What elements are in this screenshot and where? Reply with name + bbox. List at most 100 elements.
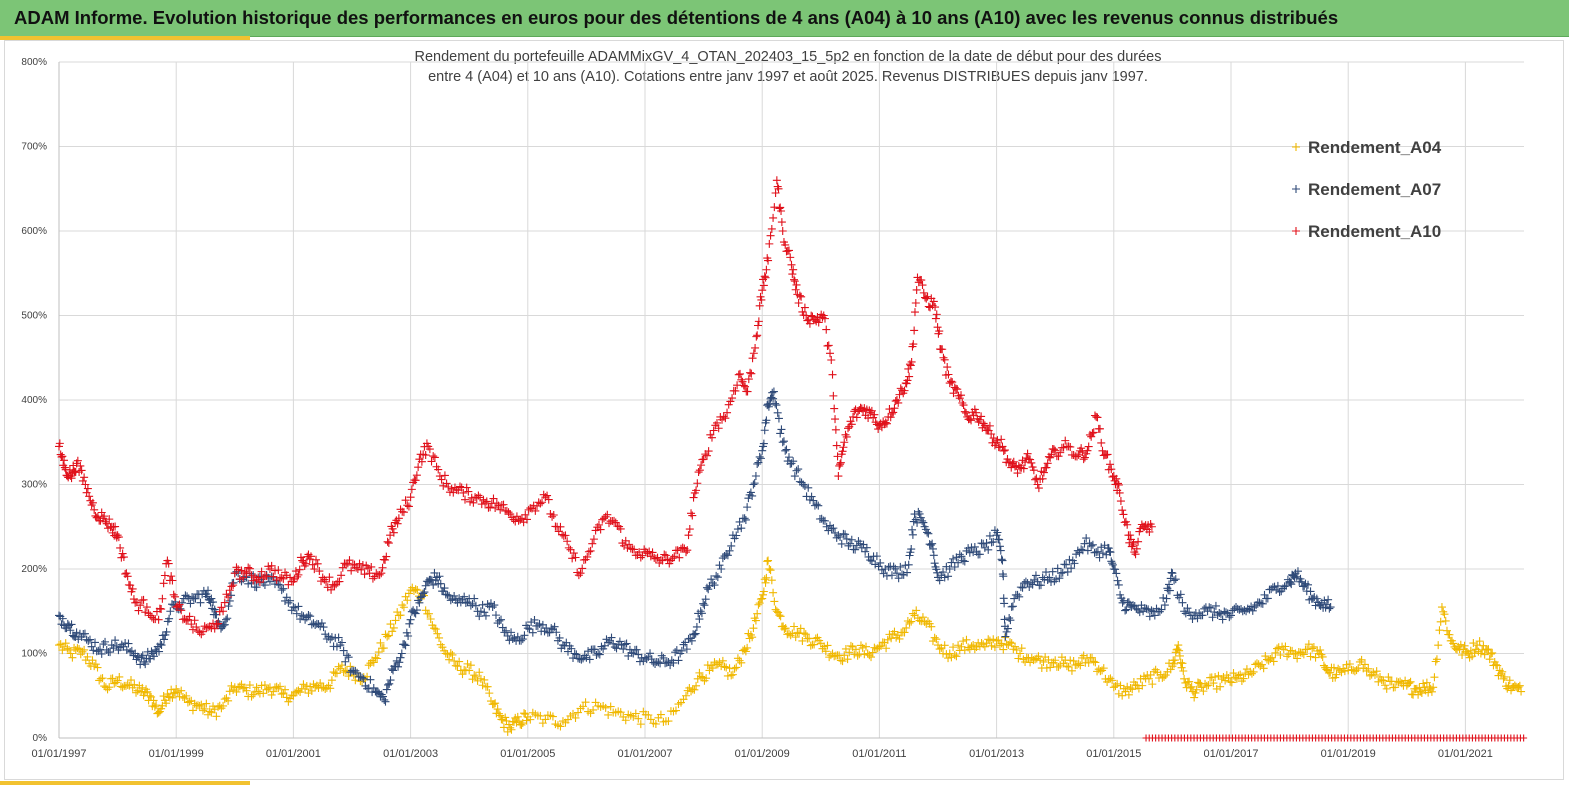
point-A07 <box>207 594 216 603</box>
point-A07 <box>743 503 752 512</box>
point-A04 <box>950 651 959 660</box>
point-A04 <box>806 641 815 650</box>
point-A10 <box>245 564 254 573</box>
point-A10 <box>1106 460 1115 469</box>
point-A04 <box>379 644 388 653</box>
point-A07 <box>1072 550 1081 559</box>
point-A07 <box>109 644 118 653</box>
point-A10 <box>852 413 861 422</box>
point-A04 <box>188 706 197 715</box>
point-A04 <box>1029 656 1038 665</box>
point-A10 <box>279 574 288 583</box>
point-A07 <box>1147 606 1156 615</box>
point-A10 <box>910 308 919 317</box>
point-A07 <box>773 408 782 417</box>
point-A04 <box>1491 660 1500 669</box>
point-A07 <box>353 668 362 677</box>
point-A04 <box>987 641 996 650</box>
point-A04 <box>60 642 69 651</box>
point-A10 <box>1132 544 1141 553</box>
point-A07 <box>1188 614 1197 623</box>
point-A10 <box>1038 474 1047 483</box>
point-A10 <box>365 569 374 578</box>
point-A10 <box>645 547 654 556</box>
point-A07 <box>90 638 99 647</box>
point-A04 <box>536 711 545 720</box>
point-A04 <box>685 683 694 692</box>
point-A10 <box>100 512 109 521</box>
point-A04 <box>890 627 899 636</box>
point-A07 <box>463 598 472 607</box>
point-A04 <box>1229 669 1238 678</box>
point-A10 <box>626 544 635 553</box>
point-A10 <box>440 471 449 480</box>
point-A10 <box>1059 443 1068 452</box>
point-A07 <box>486 599 495 608</box>
point-A07 <box>160 635 169 644</box>
point-A10 <box>175 600 184 609</box>
point-A07 <box>804 483 813 492</box>
point-A04 <box>78 647 87 656</box>
point-A07 <box>612 644 621 653</box>
point-A07 <box>1287 580 1296 589</box>
point-A04 <box>1177 663 1186 672</box>
point-A07 <box>998 556 1007 565</box>
point-A10 <box>85 492 94 501</box>
point-A07 <box>861 547 870 556</box>
point-A04 <box>907 617 916 626</box>
point-A10 <box>749 349 758 358</box>
point-A07 <box>1275 587 1284 596</box>
point-A04 <box>1199 687 1208 696</box>
point-A07 <box>547 624 556 633</box>
point-A10 <box>903 376 912 385</box>
point-A07 <box>500 628 509 637</box>
point-A04 <box>840 651 849 660</box>
point-A04 <box>198 706 207 715</box>
point-A10 <box>337 571 346 580</box>
point-A07 <box>276 581 285 590</box>
point-A07 <box>851 545 860 554</box>
point-A10 <box>151 615 160 624</box>
point-A07 <box>975 550 984 559</box>
point-A04 <box>453 662 462 671</box>
report-title: ADAM Informe. Evolution historique des p… <box>14 7 1339 28</box>
point-A04 <box>204 710 213 719</box>
point-A10 <box>836 460 845 469</box>
point-A10 <box>347 566 356 575</box>
point-A07 <box>582 653 591 662</box>
point-A07 <box>1240 606 1249 615</box>
legend-label-A04: Rendement_A04 <box>1308 138 1442 157</box>
point-A04 <box>1123 682 1132 691</box>
point-A04 <box>928 637 937 646</box>
point-A04 <box>887 634 896 643</box>
point-A07 <box>871 560 880 569</box>
point-A04 <box>1091 658 1100 667</box>
point-A07 <box>1260 590 1269 599</box>
point-A10 <box>909 340 918 349</box>
point-A04 <box>1099 664 1108 673</box>
point-A07 <box>794 465 803 474</box>
point-A04 <box>205 707 214 716</box>
point-A07 <box>1119 596 1128 605</box>
point-A10 <box>310 565 319 574</box>
point-A04 <box>1202 681 1211 690</box>
point-A07 <box>282 593 291 602</box>
point-A07 <box>797 478 806 487</box>
point-A04 <box>224 696 233 705</box>
point-A04 <box>1226 677 1235 686</box>
point-A10 <box>259 573 268 582</box>
point-A10 <box>807 311 816 320</box>
point-A07 <box>1140 604 1149 613</box>
point-A07 <box>468 599 477 608</box>
point-A07 <box>396 653 405 662</box>
point-A04 <box>197 700 206 709</box>
point-A04 <box>1318 652 1327 661</box>
point-A04 <box>1216 682 1225 691</box>
point-A04 <box>185 697 194 706</box>
point-A04 <box>748 633 757 642</box>
point-A04 <box>702 674 711 683</box>
point-A07 <box>1121 606 1130 615</box>
point-A07 <box>908 530 917 539</box>
point-A07 <box>1045 573 1054 582</box>
point-A04 <box>327 676 336 685</box>
